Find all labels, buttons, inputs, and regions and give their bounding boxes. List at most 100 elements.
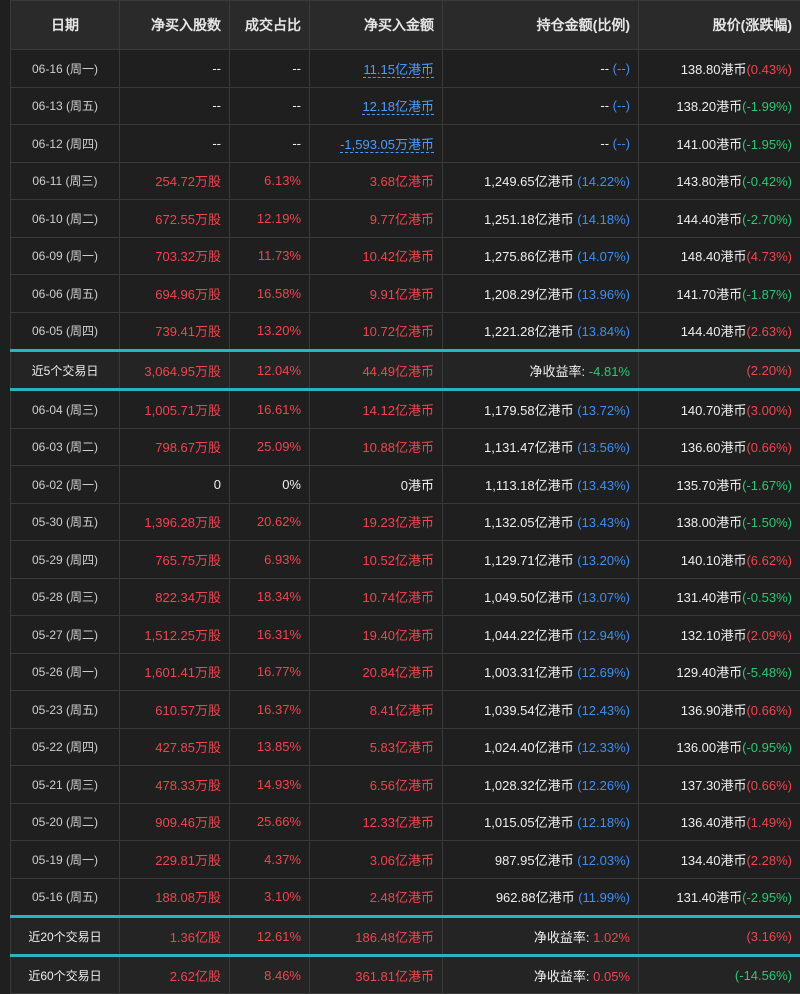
- stock-price-value: 136.40港币: [681, 815, 747, 830]
- stock-price-value: 140.70港币: [681, 403, 747, 418]
- stock-price-value: 132.10港币: [681, 628, 747, 643]
- net-buy-amount-value: 3.06亿港币: [370, 853, 434, 868]
- cell-date: 05-23 (周五): [11, 691, 120, 729]
- price-change-value: (3.16%): [746, 929, 792, 944]
- cell-net-buy-shares: 909.46万股: [120, 803, 230, 841]
- cell-date: 06-12 (周四): [11, 125, 120, 163]
- holding-amount-value: 987.95亿港币: [495, 853, 574, 868]
- cell-date: 05-20 (周二): [11, 803, 120, 841]
- cell-net-buy-shares: 229.81万股: [120, 841, 230, 879]
- stock-price-value: 131.40港币: [676, 590, 742, 605]
- holding-amount-value: --: [600, 61, 609, 76]
- cell-period: 近5个交易日: [11, 352, 120, 390]
- net-buy-amount-value: 9.77亿港币: [370, 212, 434, 227]
- cell-date: 05-16 (周五): [11, 878, 120, 917]
- turnover-ratio-value: --: [292, 98, 301, 113]
- cell-stock-price: 136.00港币(-0.95%): [639, 728, 800, 766]
- turnover-ratio-value: 14.93%: [257, 777, 301, 792]
- cell-turnover-ratio: 4.37%: [230, 841, 310, 879]
- net-yield-label: 净收益率:: [534, 930, 590, 945]
- cell-stock-price: 132.10港币(2.09%): [639, 616, 800, 654]
- turnover-ratio-value: 16.37%: [257, 702, 301, 717]
- net-buy-amount-value: 361.81亿港币: [355, 969, 434, 984]
- cell-net-buy-amount[interactable]: 12.18亿港币: [310, 87, 443, 125]
- cell-turnover-ratio: 8.46%: [230, 957, 310, 994]
- net-buy-amount-value: 14.12亿港币: [362, 403, 434, 418]
- cell-stock-price: 137.30港币(0.66%): [639, 766, 800, 804]
- price-change-value: (-1.95%): [742, 137, 792, 152]
- date-text: 06-06 (周五): [32, 287, 98, 301]
- holding-ratio-value: (13.43%): [577, 478, 630, 493]
- holding-ratio-value: (--): [613, 98, 630, 113]
- net-buy-shares-value: 739.41万股: [155, 324, 221, 339]
- cell-stock-price: 131.40港币(-0.53%): [639, 578, 800, 616]
- net-buy-shares-value: 703.32万股: [155, 249, 221, 264]
- cell-holding-amount: 1,015.05亿港币 (12.18%): [443, 803, 639, 841]
- cell-net-buy-shares: 2.62亿股: [120, 957, 230, 994]
- cell-stock-price: 136.60港币(0.66%): [639, 428, 800, 466]
- date-text: 06-12 (周四): [32, 137, 98, 151]
- cell-net-buy-amount: 10.42亿港币: [310, 237, 443, 275]
- cell-holding-amount: 1,049.50亿港币 (13.07%): [443, 578, 639, 616]
- header-net-buy-shares: 净买入股数: [120, 1, 230, 50]
- cell-net-buy-shares: 765.75万股: [120, 541, 230, 579]
- date-text: 05-29 (周四): [32, 553, 98, 567]
- cell-date: 05-27 (周二): [11, 616, 120, 654]
- turnover-ratio-value: 8.46%: [264, 968, 301, 983]
- cell-turnover-ratio: 14.93%: [230, 766, 310, 804]
- cell-holding-amount: -- (--): [443, 50, 639, 88]
- net-buy-amount-link[interactable]: 12.18亿港币: [362, 99, 434, 115]
- cell-stock-price: 135.70港币(-1.67%): [639, 466, 800, 504]
- net-yield-value: -4.81%: [589, 364, 630, 379]
- cell-holding-amount: 1,039.54亿港币 (12.43%): [443, 691, 639, 729]
- date-text: 06-05 (周四): [32, 324, 98, 338]
- cell-net-buy-shares: 427.85万股: [120, 728, 230, 766]
- price-change-value: (0.66%): [746, 703, 792, 718]
- cell-stock-price: 144.40港币(-2.70%): [639, 200, 800, 238]
- cell-date: 05-28 (周三): [11, 578, 120, 616]
- cell-turnover-ratio: 3.10%: [230, 878, 310, 917]
- holding-ratio-value: (12.43%): [577, 703, 630, 718]
- cell-net-buy-amount: 0港币: [310, 466, 443, 504]
- cell-net-buy-amount: 9.77亿港币: [310, 200, 443, 238]
- hk-connect-holdings-table-container: 日期 净买入股数 成交占比 净买入金额 持仓金额(比例) 股价(涨跌幅) 06-…: [10, 0, 800, 994]
- cell-turnover-ratio: --: [230, 87, 310, 125]
- holding-ratio-value: (13.96%): [577, 287, 630, 302]
- cell-net-buy-amount: 10.74亿港币: [310, 578, 443, 616]
- cell-turnover-ratio: 16.61%: [230, 391, 310, 428]
- net-buy-shares-value: 1,396.28万股: [144, 515, 221, 530]
- price-change-value: (3.00%): [746, 403, 792, 418]
- price-change-value: (-1.50%): [742, 515, 792, 530]
- cell-turnover-ratio: 12.04%: [230, 352, 310, 390]
- net-buy-amount-link[interactable]: 11.15亿港币: [363, 62, 434, 78]
- stock-price-value: 136.90港币: [681, 703, 747, 718]
- net-buy-shares-value: 694.96万股: [155, 287, 221, 302]
- cell-net-yield: 净收益率: -4.81%: [443, 352, 639, 390]
- cell-holding-amount: 1,113.18亿港币 (13.43%): [443, 466, 639, 504]
- cell-net-buy-amount: 44.49亿港币: [310, 352, 443, 390]
- table-row: 06-13 (周五)----12.18亿港币-- (--)138.20港币(-1…: [11, 87, 800, 125]
- net-buy-shares-value: --: [212, 61, 221, 76]
- cell-net-buy-amount[interactable]: 11.15亿港币: [310, 50, 443, 88]
- holding-ratio-value: (13.43%): [577, 515, 630, 530]
- net-yield-label: 净收益率:: [534, 969, 590, 984]
- holding-amount-value: 1,039.54亿港币: [484, 703, 574, 718]
- date-text: 06-04 (周三): [32, 403, 98, 417]
- holding-amount-value: 1,015.05亿港币: [484, 815, 574, 830]
- net-buy-amount-link[interactable]: -1,593.05万港币: [340, 137, 434, 153]
- cell-net-buy-amount[interactable]: -1,593.05万港币: [310, 125, 443, 163]
- price-change-value: (0.43%): [746, 62, 792, 77]
- price-change-value: (-2.70%): [742, 212, 792, 227]
- price-change-value: (-1.99%): [742, 99, 792, 114]
- net-buy-amount-value: 5.83亿港币: [370, 740, 434, 755]
- turnover-ratio-value: --: [292, 136, 301, 151]
- cell-net-buy-shares: 672.55万股: [120, 200, 230, 238]
- turnover-ratio-value: --: [292, 61, 301, 76]
- turnover-ratio-value: 12.19%: [257, 211, 301, 226]
- cell-turnover-ratio: 12.61%: [230, 918, 310, 956]
